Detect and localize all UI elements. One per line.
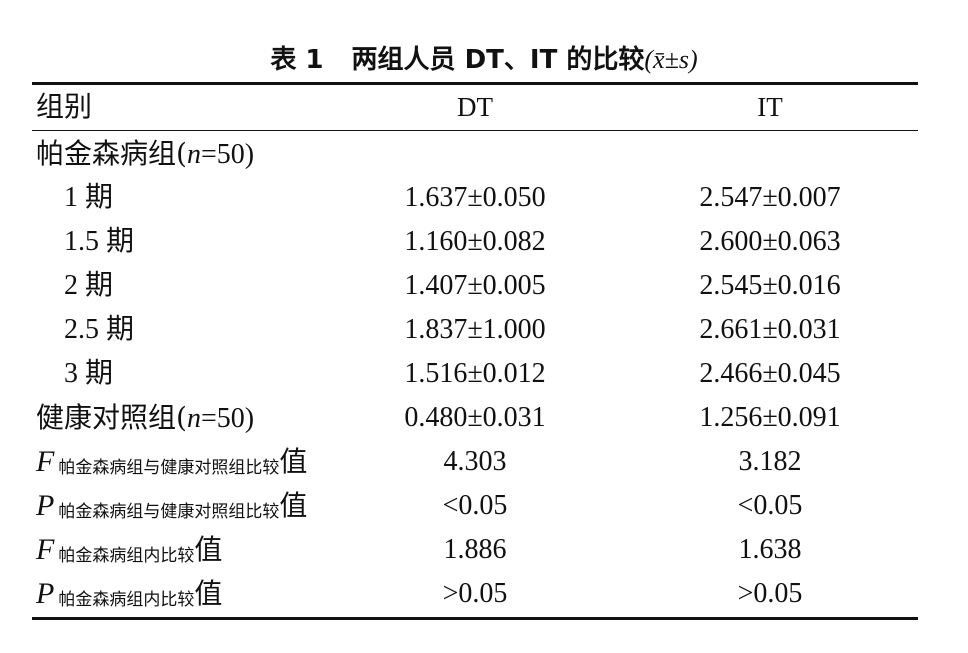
stage-dt-value: 1.516±0.012 — [404, 358, 546, 389]
stat-dt-value: <0.05 — [442, 490, 508, 521]
stage-it-value: 2.466±0.045 — [699, 358, 841, 389]
control-n-var: n — [186, 403, 201, 434]
stage-label: 2.5 期 — [64, 314, 135, 345]
header-rule — [32, 130, 918, 131]
table-row: 1.5 期 1.160±0.082 2.600±0.063 — [0, 220, 968, 264]
stat-it-value: 3.182 — [738, 446, 802, 477]
table-row: 2 期 1.407±0.005 2.545±0.016 — [0, 264, 968, 308]
stat-symbol: P — [36, 577, 55, 610]
control-n-val: =50) — [200, 403, 255, 434]
stat-symbol: P — [36, 489, 55, 522]
pd-group-label-text: 帕金森病组( — [36, 137, 187, 170]
stat-row: F 帕金森病组内比较值 1.886 1.638 — [0, 528, 968, 572]
header-group: 组别 — [36, 90, 93, 123]
pd-group-label: 帕金森病组(n=50) — [36, 132, 254, 176]
stat-suffix: 值 — [194, 533, 223, 566]
table-title: 两组人员 DT、IT 的比较 — [351, 45, 645, 75]
table-row: 3 期 1.516±0.012 2.466±0.045 — [0, 352, 968, 396]
stage-dt-value: 1.837±1.000 — [404, 314, 546, 345]
control-group-label: 健康对照组(n=50) — [36, 396, 254, 440]
pd-group-row: 帕金森病组(n=50) — [0, 132, 968, 176]
pd-group-n-var: n — [186, 139, 201, 170]
header-it: IT — [757, 92, 783, 122]
stat-dt-value: >0.05 — [442, 578, 508, 609]
table-row: 2.5 期 1.837±1.000 2.661±0.031 — [0, 308, 968, 352]
stage-it-value: 2.600±0.063 — [699, 226, 841, 257]
bottom-rule — [32, 617, 918, 620]
table-caption: 表 1 两组人员 DT、IT 的比较(x̄±s) — [0, 42, 968, 78]
header-dt: DT — [457, 92, 493, 122]
stat-label: P 帕金森病组内比较值 — [36, 572, 222, 616]
stage-it-value: 2.661±0.031 — [699, 314, 841, 345]
stage-dt-value: 1.160±0.082 — [404, 226, 546, 257]
stage-dt-value: 1.407±0.005 — [404, 270, 546, 301]
stage-label: 1 期 — [64, 182, 114, 213]
table-row: 1 期 1.637±0.050 2.547±0.007 — [0, 176, 968, 220]
stage-dt-value: 1.637±0.050 — [404, 182, 546, 213]
control-it-value: 1.256±0.091 — [699, 402, 841, 433]
header-row: 组别 DT IT — [0, 84, 968, 128]
stat-subscript: 帕金森病组内比较 — [58, 546, 195, 566]
stage-label: 3 期 — [64, 358, 114, 389]
stage-it-value: 2.545±0.016 — [699, 270, 841, 301]
pd-group-n-val: =50) — [200, 139, 255, 170]
stat-row: P 帕金森病组与健康对照组比较值 <0.05 <0.05 — [0, 484, 968, 528]
stat-row: P 帕金森病组内比较值 >0.05 >0.05 — [0, 572, 968, 616]
top-rule — [32, 82, 918, 85]
stat-subscript: 帕金森病组内比较 — [58, 590, 195, 610]
stat-subscript: 帕金森病组与健康对照组比较 — [58, 502, 280, 522]
control-group-row: 健康对照组(n=50) 0.480±0.031 1.256±0.091 — [0, 396, 968, 440]
stat-suffix: 值 — [279, 445, 308, 478]
stage-label: 1.5 期 — [64, 226, 135, 257]
stat-it-value: 1.638 — [738, 534, 802, 565]
table-number: 表 1 — [270, 45, 324, 75]
stat-label: F 帕金森病组与健康对照组比较值 — [36, 440, 307, 484]
stat-subscript: 帕金森病组与健康对照组比较 — [58, 458, 280, 478]
control-label-text: 健康对照组( — [36, 401, 187, 434]
stat-dt-value: 1.886 — [443, 534, 507, 565]
stat-label: P 帕金森病组与健康对照组比较值 — [36, 484, 307, 528]
control-dt-value: 0.480±0.031 — [404, 402, 546, 433]
table-stat-notation: (x̄±s) — [644, 45, 698, 74]
stat-it-value: <0.05 — [737, 490, 803, 521]
stat-suffix: 值 — [194, 577, 223, 610]
stat-symbol: F — [36, 445, 55, 478]
stat-dt-value: 4.303 — [443, 446, 507, 477]
stat-symbol: F — [36, 533, 55, 566]
stat-it-value: >0.05 — [737, 578, 803, 609]
stage-label: 2 期 — [64, 270, 114, 301]
stat-row: F 帕金森病组与健康对照组比较值 4.303 3.182 — [0, 440, 968, 484]
stat-label: F 帕金森病组内比较值 — [36, 528, 222, 572]
stage-it-value: 2.547±0.007 — [699, 182, 841, 213]
stat-suffix: 值 — [279, 489, 308, 522]
